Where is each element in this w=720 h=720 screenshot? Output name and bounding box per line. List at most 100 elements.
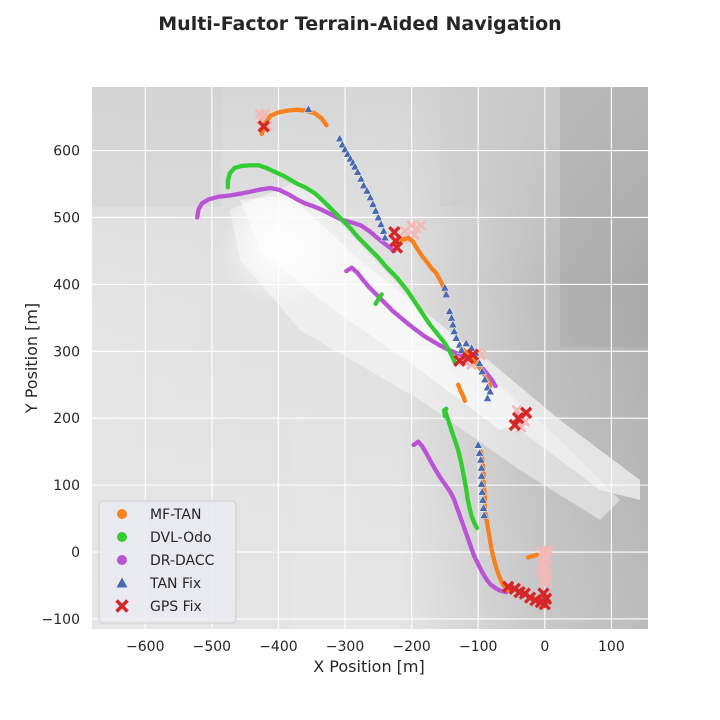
tan-fix-marker (353, 167, 363, 176)
tan-fix-marker (461, 338, 471, 347)
legend-item-tan-fix: TAN Fix (115, 576, 201, 592)
legend-label: TAN Fix (149, 576, 201, 592)
grid-lines (92, 87, 648, 629)
tan-fix-marker (303, 104, 314, 113)
tan-fix-marker (373, 212, 383, 222)
tan-fix-marker (371, 206, 381, 215)
tan-fix-marker (368, 199, 378, 208)
legend-marker (117, 532, 127, 542)
tan-fix-marker (440, 283, 450, 292)
plot-area (92, 87, 648, 629)
y-tick-label: 0 (71, 545, 80, 561)
x-tick-label: −200 (392, 639, 430, 655)
trajectory-point (373, 301, 378, 306)
x-tick-label: 0 (540, 639, 549, 655)
gps-fix-faded-marker (415, 220, 427, 231)
gps-fix-faded-marker (543, 545, 555, 557)
legend-marker (115, 599, 129, 613)
gps-fix-marker (466, 348, 480, 361)
y-tick-label: −100 (42, 612, 80, 628)
gps-fix-marker (390, 241, 404, 254)
series-tan-fix (303, 104, 495, 519)
trajectory-point (493, 383, 498, 389)
series-gps-fix (257, 120, 553, 611)
tan-fix-marker (335, 133, 345, 143)
tan-fix-marker (476, 479, 487, 488)
tan-fix-marker (359, 180, 369, 189)
legend-item-mf-tan: MF-TAN (117, 507, 201, 523)
trajectory-point (534, 552, 539, 557)
series-dvl-odo (225, 163, 480, 531)
gps-fix-marker (519, 406, 533, 420)
x-tick-label: −500 (193, 639, 231, 655)
tan-fix-marker (444, 306, 455, 315)
legend-item-dr-dacc: DR-DACC (117, 553, 215, 569)
gps-fix-faded-marker (541, 569, 553, 581)
tan-fix-marker (479, 510, 489, 519)
tan-fix-marker (477, 487, 487, 496)
x-axis-ticks: −600 −500 −400 −300 −200 −100 0 100 (126, 639, 625, 655)
x-tick-label: −300 (326, 639, 364, 655)
legend-label: GPS Fix (150, 599, 202, 615)
tan-fix-marker (376, 219, 386, 228)
tan-fix-marker (482, 393, 493, 402)
x-axis-label: X Position [m] (313, 657, 425, 676)
tan-fix-marker (441, 289, 451, 299)
x-tick-label: 100 (598, 639, 625, 655)
gps-fix-faded-marker (519, 416, 531, 427)
legend-item-dvl-odo: DVL-Odo (117, 530, 212, 546)
trajectory-point (462, 398, 468, 404)
legend-label: DVL-Odo (150, 530, 212, 546)
tan-fix-marker (477, 366, 487, 375)
tan-fix-marker (379, 226, 389, 235)
trajectory-point (474, 525, 480, 531)
gps-fix-marker (257, 120, 270, 133)
trajectory-point (444, 406, 449, 412)
y-tick-label: 100 (53, 478, 80, 494)
legend-marker (117, 509, 127, 519)
gps-fix-faded-marker (535, 565, 547, 577)
tan-fix-marker (485, 386, 495, 396)
tan-fix-marker (365, 192, 375, 202)
legend-marker (115, 576, 129, 589)
tan-fix-marker (451, 333, 461, 342)
x-tick-label: −400 (259, 639, 297, 655)
gps-fix-marker (453, 354, 466, 367)
x-tick-label: −600 (126, 639, 164, 655)
y-axis-ticks: −100 0 100 200 300 400 500 600 (42, 144, 80, 628)
tan-fix-marker (478, 503, 489, 512)
y-tick-label: 200 (53, 411, 80, 427)
y-tick-label: 400 (53, 277, 80, 293)
tan-fix-marker (449, 326, 459, 335)
legend: MF-TAN DVL-Odo DR-DACC TAN Fix GPS Fix (98, 500, 237, 624)
tan-fix-marker (456, 345, 467, 354)
gps-fix-faded-marker (515, 422, 527, 434)
tan-fix-marker (476, 454, 486, 464)
tan-fix-marker (480, 374, 490, 384)
gps-fix-faded-marker (541, 577, 553, 589)
chart-title: Multi-Factor Terrain-Aided Navigation (158, 13, 561, 35)
tan-fix-marker (474, 358, 485, 367)
legend-item-gps-fix: GPS Fix (115, 599, 202, 615)
tan-fix-marker (380, 232, 390, 242)
legend-box (98, 500, 237, 624)
tan-fix-marker (350, 161, 360, 171)
legend-label: DR-DACC (150, 553, 215, 569)
legend-label: MF-TAN (150, 507, 201, 523)
gps-fix-marker (511, 412, 525, 425)
gps-fix-marker (508, 418, 522, 432)
gps-fix-marker (537, 587, 550, 600)
y-tick-label: 300 (53, 344, 80, 360)
y-tick-label: 600 (53, 144, 80, 160)
tan-fix-marker (446, 313, 457, 322)
x-tick-label: −100 (459, 639, 497, 655)
series-layer (195, 104, 555, 611)
tan-fix-marker (478, 495, 488, 504)
y-tick-label: 500 (53, 210, 80, 226)
tan-fix-marker (473, 440, 483, 449)
trajectory-point (324, 122, 329, 128)
tan-fix-marker (356, 173, 366, 183)
y-axis-label: Y Position [m] (22, 303, 41, 414)
tan-fix-marker (474, 448, 485, 457)
